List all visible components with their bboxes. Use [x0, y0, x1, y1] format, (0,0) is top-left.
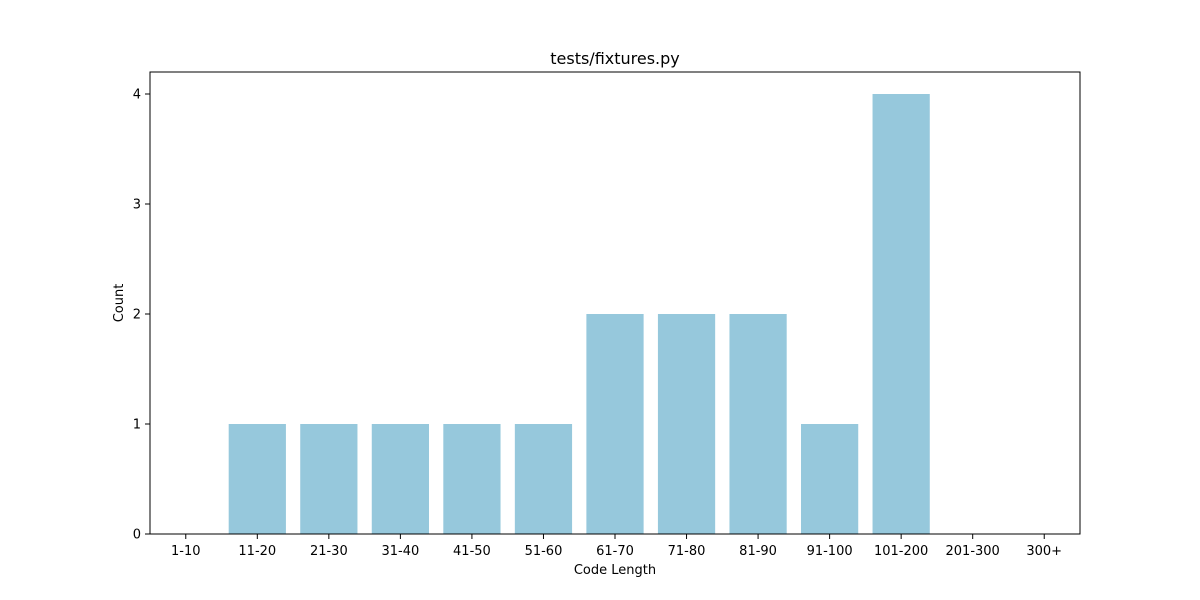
x-tick-label: 51-60: [525, 544, 563, 559]
x-tick-label: 21-30: [310, 544, 348, 559]
y-axis-label: Count: [112, 284, 127, 323]
x-tick-label: 300+: [1026, 544, 1062, 559]
x-tick-label: 1-10: [171, 544, 201, 559]
x-tick-label: 101-200: [874, 544, 928, 559]
bar-91-100: [801, 424, 859, 534]
bar-71-80: [657, 314, 716, 534]
bars-layer: [228, 94, 930, 534]
y-tick-label: 3: [133, 198, 141, 213]
y-tick-label: 4: [133, 88, 141, 103]
x-tick-label: 31-40: [381, 544, 419, 559]
y-tick-label: 1: [133, 418, 141, 433]
plot-frame: [149, 71, 1081, 535]
bar-31-40: [371, 424, 429, 534]
bar-81-90: [729, 314, 787, 534]
bar-11-20: [228, 424, 286, 534]
x-tick-label: 71-80: [668, 544, 706, 559]
bar-41-50: [443, 424, 501, 534]
x-tick-label: 201-300: [946, 544, 1000, 559]
y-axis-ticks: 0 1 2 3 4: [133, 88, 150, 543]
bar-21-30: [300, 424, 358, 534]
chart-title: tests/fixtures.py: [550, 49, 680, 68]
bar-101-200: [872, 94, 930, 534]
y-tick-label: 0: [133, 528, 141, 543]
x-axis-label: Code Length: [574, 563, 656, 578]
x-tick-label: 41-50: [453, 544, 491, 559]
x-tick-label: 11-20: [238, 544, 276, 559]
x-axis-ticks: 1-10 11-20 21-30 31-40 41-50 51-60 61-70 71-80 8…: [171, 534, 1062, 559]
x-tick-label: 61-70: [596, 544, 634, 559]
x-tick-label: 91-100: [807, 544, 853, 559]
x-tick-label: 81-90: [739, 544, 777, 559]
bar-51-60: [514, 424, 573, 534]
bar-61-70: [586, 314, 644, 534]
y-tick-label: 2: [133, 308, 141, 323]
